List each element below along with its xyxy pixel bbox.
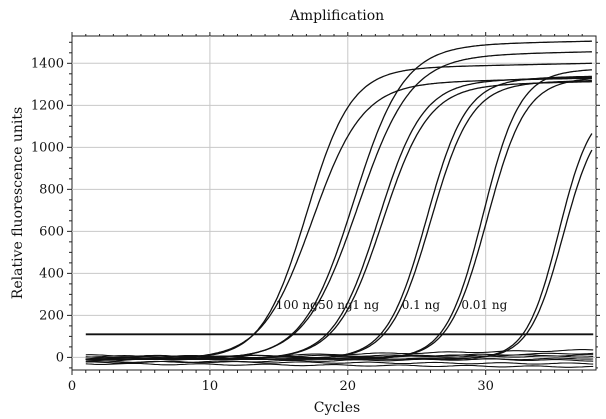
concentration-label: 100 ng [276, 298, 318, 312]
x-tick-label: 0 [68, 379, 76, 394]
concentration-label: 1 ng [352, 298, 379, 312]
amplification-curves [85, 40, 594, 368]
baseline-trace [85, 354, 594, 362]
x-axis-label: Cycles [314, 400, 360, 416]
y-tick-label: 200 [39, 308, 64, 323]
grid [72, 36, 596, 370]
baseline-trace [85, 360, 594, 365]
y-tick-label: 1200 [31, 98, 64, 113]
baseline-trace [85, 362, 594, 368]
concentration-label: 0.1 ng [402, 298, 441, 312]
concentration-label: 0.01 ng [461, 298, 507, 312]
x-tick-label: 20 [340, 379, 357, 394]
y-tick-label: 1400 [31, 56, 64, 71]
axis-ticks: 0 10 20 30 0 200 400 600 800 1000 1200 1400 [31, 32, 600, 394]
y-tick-label: 800 [39, 182, 64, 197]
x-tick-label: 10 [202, 379, 219, 394]
y-tick-label: 0 [56, 350, 64, 365]
concentration-label: 50 ng [318, 298, 353, 312]
y-axis-label: Relative fluorescence units [10, 107, 26, 299]
amplification-curve [85, 149, 593, 360]
chart-title: Amplification [289, 8, 384, 24]
plot-area [71, 35, 597, 371]
baseline-trace [85, 349, 594, 360]
y-tick-label: 600 [39, 224, 64, 239]
x-tick-label: 30 [477, 379, 494, 394]
y-tick-label: 1000 [31, 140, 64, 155]
annotations: 100 ng 50 ng 1 ng 0.1 ng 0.01 ng [276, 298, 508, 312]
y-tick-label: 400 [39, 266, 64, 281]
